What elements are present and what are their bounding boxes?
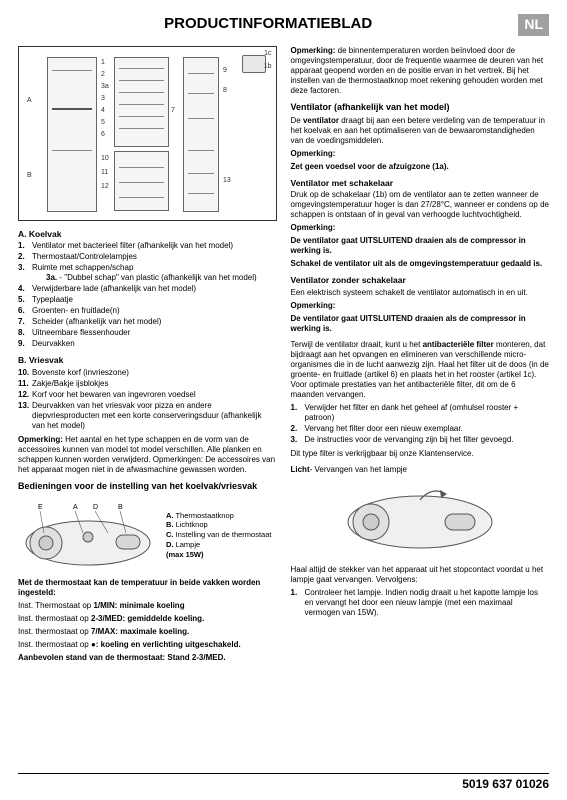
opm-text: De ventilator gaat UITSLUITEND draaien a… [291,236,550,256]
diagram-label-3a: 3a [101,83,109,92]
vriesvak-item: Korf voor het bewaren van ingevroren voe… [18,390,277,400]
thermo-line: Inst. thermostaat op 2-3/MED: gemiddelde… [18,614,277,624]
diagram-label-2: 2 [101,71,105,80]
diagram-label-8: 8 [223,87,227,96]
thermo-line: Inst. thermostaat op ●: koeling en verli… [18,640,277,650]
fridge-diagram: A B 1 2 3a 3 4 5 6 7 8 9 10 11 12 13 1c … [18,46,277,221]
koelvak-item: Deurvakken [18,339,277,349]
licht-heading: Licht- Vervangen van het lampje [291,465,550,475]
intro-note: Opmerking: de binnentemperaturen worden … [291,46,550,96]
opm-text: Zet geen voedsel voor de afzuigzone (1a)… [291,162,550,172]
ventilator-text: De ventilator De ventilator draagt bij a… [291,116,550,146]
thermostat-heading: Met de thermostaat kan de temperatuur in… [18,578,277,598]
koelvak-heading: A. Koelvak [18,229,277,240]
diagram-label-1: 1 [101,59,105,68]
diagram-label-11: 11 [101,169,108,178]
thermo-recommend: Aanbevolen stand van de thermostaat: Sta… [18,653,277,663]
ventilator-heading: Ventilator (afhankelijk van het model) [291,102,550,113]
diagram-label-10: 10 [101,155,109,164]
svg-text:D: D [93,504,98,511]
page-title: PRODUCTINFORMATIEBLAD [18,15,518,34]
controls-heading: Bedieningen voor de instelling van het k… [18,481,277,492]
opm-label: Opmerking: [291,149,550,159]
filter-step: De instructies voor de vervanging zijn b… [291,435,550,445]
koelvak-list: Ventilator met bacterieel filter (afhank… [18,241,277,349]
koelvak-item: Ventilator met bacterieel filter (afhank… [18,241,277,251]
opm-label: Opmerking: [291,223,550,233]
vriesvak-item: Deurvakken van het vriesvak voor pizza e… [18,401,277,431]
schakelaar-heading: Ventilator met schakelaar [291,178,550,189]
opm-text: Schakel de ventilator uit als de omgevin… [291,259,550,269]
diagram-label-9: 9 [223,67,227,76]
schakelaar-text: Druk op de schakelaar (1b) om de ventila… [291,190,550,220]
diagram-label-B: B [27,172,32,181]
thermo-line: Inst. Thermostaat op 1/MIN: minimale koe… [18,601,277,611]
diagram-label-A: A [27,97,32,106]
diagram-label-5: 5 [101,119,105,128]
koelvak-item: Uitneembare flessenhouder [18,328,277,338]
filter-close: Dit type filter is verkrijgbaar bij onze… [291,449,550,459]
footer-rule [18,773,549,774]
vriesvak-item: Zakje/Bakje ijsblokjes [18,379,277,389]
vriesvak-item: Bovenste korf (invrieszone) [18,368,277,378]
koelvak-item: Groenten- en fruitlade(n) [18,306,277,316]
svg-text:A: A [73,504,78,511]
koelvak-item: Verwijderbare lade (afhankelijk van het … [18,284,277,294]
thermo-line: Inst. thermostaat op 7/MAX: maximale koe… [18,627,277,637]
koelvak-item: Thermostaat/Controlelampjes [18,252,277,262]
opm-text: De ventilator gaat UITSLUITEND draaien a… [291,314,550,334]
svg-text:B: B [118,504,123,511]
filter-step: Verwijder het filter en dank het geheel … [291,403,550,423]
koelvak-item: Ruimte met schappen/schap 3a. - "Dubbel … [18,263,277,283]
koelvak-item: Typeplaatje [18,295,277,305]
svg-text:E: E [38,504,43,511]
zonder-heading: Ventilator zonder schakelaar [291,275,550,286]
opm-label: Opmerking: [291,301,550,311]
diagram-label-12: 12 [101,183,109,192]
diagram-label-1c: 1c [264,50,271,59]
footer-code: 5019 637 01026 [462,777,549,792]
diagram-label-7: 7 [171,107,175,116]
lamp-text: Haal altijd de stekker van het apparaat … [291,565,550,585]
filter-step: Vervang het filter door een nieuw exempl… [291,424,550,434]
lamp-diagram [291,479,550,559]
filter-text: Terwijl de ventilator draait, kunt u het… [291,340,550,400]
vriesvak-heading: B. Vriesvak [18,355,277,366]
filter-steps-list: Verwijder het filter en dank het geheel … [291,403,550,445]
language-badge: NL [518,14,549,36]
control-diagram: E A D B A. Thermostaatknop B. Lichtknop … [18,496,277,574]
diagram-label-3: 3 [101,95,105,104]
note-text: Opmerking: Het aantal en het type schapp… [18,435,277,475]
diagram-label-1b: 1b [264,63,272,72]
diagram-label-13: 13 [223,177,231,186]
diagram-label-4: 4 [101,107,105,116]
koelvak-item: Scheider (afhankelijk van het model) [18,317,277,327]
zonder-text: Een elektrisch systeem schakelt de venti… [291,288,550,298]
diagram-label-6: 6 [101,131,105,140]
lamp-steps-list: Controleer het lampje. Indien nodig draa… [291,588,550,618]
lamp-step: Controleer het lampje. Indien nodig draa… [291,588,550,618]
control-legend: A. Thermostaatknop B. Lichtknop C. Inste… [166,511,271,560]
vriesvak-list: Bovenste korf (invrieszone) Zakje/Bakje … [18,368,277,431]
